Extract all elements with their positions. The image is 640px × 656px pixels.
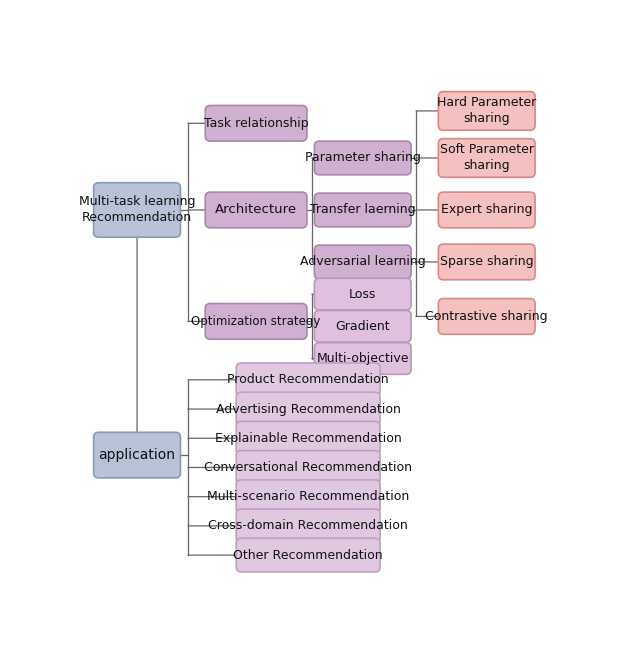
Text: Sparse sharing: Sparse sharing: [440, 255, 534, 268]
Text: application: application: [99, 448, 175, 462]
FancyBboxPatch shape: [314, 278, 411, 310]
FancyBboxPatch shape: [93, 432, 180, 478]
FancyBboxPatch shape: [236, 421, 380, 455]
FancyBboxPatch shape: [236, 451, 380, 484]
FancyBboxPatch shape: [438, 244, 535, 279]
FancyBboxPatch shape: [314, 193, 411, 227]
Text: Transfer laerning: Transfer laerning: [310, 203, 415, 216]
Text: Explainable Recommendation: Explainable Recommendation: [215, 432, 401, 445]
Text: Adversarial learning: Adversarial learning: [300, 255, 426, 268]
FancyBboxPatch shape: [205, 106, 307, 141]
FancyBboxPatch shape: [314, 245, 411, 279]
Text: Optimization strategy: Optimization strategy: [191, 315, 321, 328]
FancyBboxPatch shape: [438, 138, 535, 177]
FancyBboxPatch shape: [314, 310, 411, 342]
Text: Parameter sharing: Parameter sharing: [305, 152, 420, 165]
Text: Product Recommendation: Product Recommendation: [227, 373, 389, 386]
FancyBboxPatch shape: [314, 141, 411, 174]
Text: Task relationship: Task relationship: [204, 117, 308, 130]
FancyBboxPatch shape: [236, 480, 380, 514]
FancyBboxPatch shape: [205, 304, 307, 339]
FancyBboxPatch shape: [438, 192, 535, 228]
FancyBboxPatch shape: [93, 183, 180, 237]
FancyBboxPatch shape: [236, 363, 380, 397]
Text: Other Recommendation: Other Recommendation: [234, 548, 383, 562]
Text: Conversational Recommendation: Conversational Recommendation: [204, 461, 412, 474]
Text: Multi-objective: Multi-objective: [316, 352, 409, 365]
Text: Multi-scenario Recommendation: Multi-scenario Recommendation: [207, 490, 410, 503]
FancyBboxPatch shape: [236, 539, 380, 572]
Text: Cross-domain Recommendation: Cross-domain Recommendation: [208, 520, 408, 533]
Text: Loss: Loss: [349, 287, 376, 300]
Text: Hard Parameter
sharing: Hard Parameter sharing: [437, 96, 536, 125]
Text: Contrastive sharing: Contrastive sharing: [426, 310, 548, 323]
Text: Architecture: Architecture: [215, 203, 297, 216]
FancyBboxPatch shape: [314, 342, 411, 375]
FancyBboxPatch shape: [438, 298, 535, 335]
Text: Advertising Recommendation: Advertising Recommendation: [216, 403, 401, 415]
Text: Expert sharing: Expert sharing: [441, 203, 532, 216]
Text: Gradient: Gradient: [335, 320, 390, 333]
Text: Multi-task learning
Recommendation: Multi-task learning Recommendation: [79, 195, 195, 224]
FancyBboxPatch shape: [236, 509, 380, 543]
Text: Soft Parameter
sharing: Soft Parameter sharing: [440, 144, 534, 173]
FancyBboxPatch shape: [236, 392, 380, 426]
FancyBboxPatch shape: [438, 92, 535, 131]
FancyBboxPatch shape: [205, 192, 307, 228]
